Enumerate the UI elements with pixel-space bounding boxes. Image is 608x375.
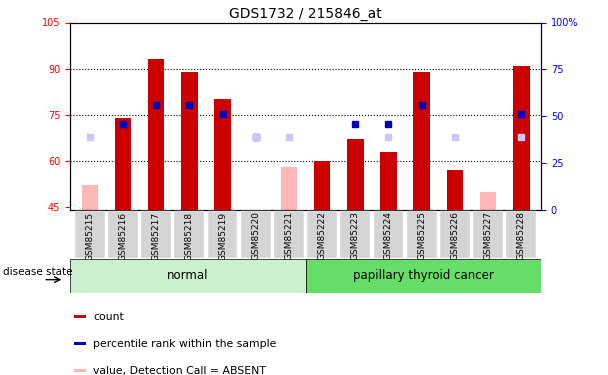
Bar xyxy=(81,185,98,210)
FancyBboxPatch shape xyxy=(440,211,470,258)
FancyBboxPatch shape xyxy=(307,211,337,258)
FancyBboxPatch shape xyxy=(274,211,304,258)
Text: GSM85227: GSM85227 xyxy=(483,211,492,261)
FancyBboxPatch shape xyxy=(75,211,105,258)
Text: GSM85215: GSM85215 xyxy=(85,211,94,261)
FancyBboxPatch shape xyxy=(70,259,305,292)
Text: GSM85228: GSM85228 xyxy=(517,211,526,261)
Text: percentile rank within the sample: percentile rank within the sample xyxy=(94,339,277,349)
Bar xyxy=(281,167,297,210)
Text: GSM85226: GSM85226 xyxy=(451,211,459,261)
Text: GSM85219: GSM85219 xyxy=(218,211,227,261)
Bar xyxy=(181,72,198,210)
FancyBboxPatch shape xyxy=(373,211,404,258)
FancyBboxPatch shape xyxy=(141,211,171,258)
Bar xyxy=(347,139,364,210)
Text: GSM85223: GSM85223 xyxy=(351,211,360,261)
Title: GDS1732 / 215846_at: GDS1732 / 215846_at xyxy=(229,8,382,21)
Bar xyxy=(148,59,165,210)
Bar xyxy=(314,185,330,210)
Bar xyxy=(74,315,86,318)
Text: GSM85224: GSM85224 xyxy=(384,211,393,260)
Bar xyxy=(446,170,463,210)
Text: GSM85217: GSM85217 xyxy=(152,211,161,261)
FancyBboxPatch shape xyxy=(340,211,370,258)
Text: GSM85220: GSM85220 xyxy=(251,211,260,261)
Bar xyxy=(513,66,530,210)
FancyBboxPatch shape xyxy=(305,259,541,292)
Text: GSM85216: GSM85216 xyxy=(119,211,128,261)
FancyBboxPatch shape xyxy=(108,211,138,258)
Text: GSM85222: GSM85222 xyxy=(317,211,326,260)
Text: GSM85218: GSM85218 xyxy=(185,211,194,261)
Bar xyxy=(74,342,86,345)
Bar xyxy=(380,152,397,210)
Bar xyxy=(214,99,231,210)
FancyBboxPatch shape xyxy=(506,211,536,258)
Bar xyxy=(413,72,430,210)
FancyBboxPatch shape xyxy=(207,211,238,258)
FancyBboxPatch shape xyxy=(473,211,503,258)
Text: value, Detection Call = ABSENT: value, Detection Call = ABSENT xyxy=(94,366,266,375)
Text: disease state: disease state xyxy=(4,267,73,277)
Text: count: count xyxy=(94,312,124,322)
FancyBboxPatch shape xyxy=(241,211,271,258)
Bar xyxy=(314,161,330,210)
FancyBboxPatch shape xyxy=(407,211,437,258)
Bar xyxy=(115,118,131,210)
Text: papillary thyroid cancer: papillary thyroid cancer xyxy=(353,269,494,282)
Text: normal: normal xyxy=(167,269,209,282)
Text: GSM85225: GSM85225 xyxy=(417,211,426,261)
Text: GSM85221: GSM85221 xyxy=(285,211,294,261)
Bar xyxy=(74,369,86,372)
Bar xyxy=(480,192,496,210)
FancyBboxPatch shape xyxy=(174,211,204,258)
